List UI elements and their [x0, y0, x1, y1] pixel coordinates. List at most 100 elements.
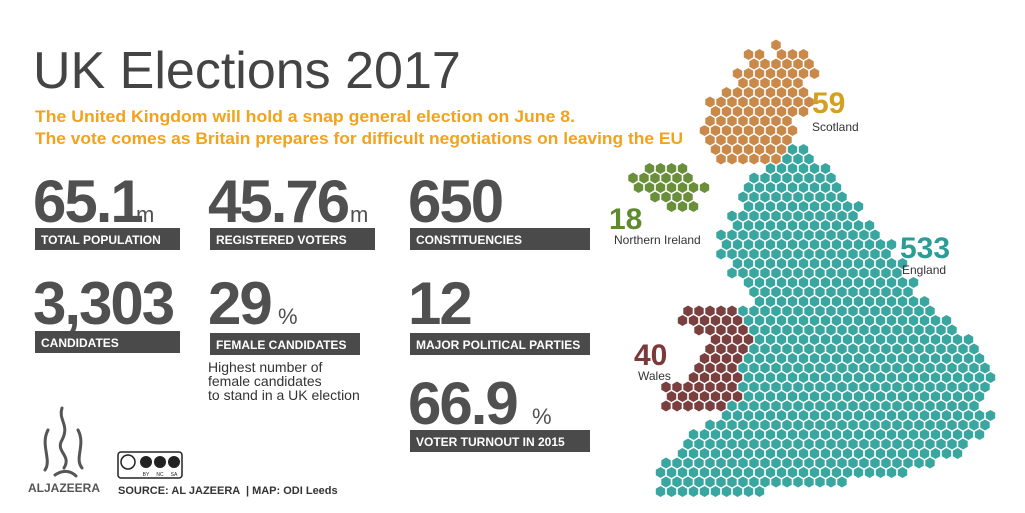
hex	[742, 218, 755, 233]
hex	[748, 133, 760, 147]
hex	[742, 180, 755, 195]
hex	[808, 313, 821, 328]
hex	[742, 351, 755, 366]
hex	[709, 123, 722, 138]
hex	[792, 57, 804, 71]
hex	[726, 209, 738, 223]
hex	[687, 465, 700, 480]
hex	[836, 380, 848, 394]
hex	[781, 190, 793, 204]
hex	[852, 389, 865, 404]
hex	[803, 152, 815, 166]
hex	[808, 389, 821, 404]
hex	[704, 475, 716, 489]
hex	[759, 57, 771, 71]
hex	[836, 228, 848, 242]
hex	[830, 237, 843, 252]
hex	[830, 446, 843, 461]
hex	[781, 380, 793, 394]
hex	[704, 114, 716, 128]
hex	[770, 361, 782, 375]
hex	[797, 294, 810, 309]
hex	[709, 370, 722, 385]
cc-icon	[154, 456, 166, 468]
hex	[715, 399, 727, 413]
hex	[880, 304, 892, 318]
hex	[825, 475, 837, 489]
hex	[748, 475, 760, 489]
hex	[748, 418, 760, 432]
hex	[836, 266, 848, 280]
hex	[786, 427, 799, 442]
hex	[671, 380, 683, 394]
hex	[957, 380, 969, 394]
hex	[852, 199, 865, 214]
hex	[814, 209, 826, 223]
hex	[665, 484, 678, 499]
hex	[924, 323, 936, 337]
hex	[891, 437, 903, 451]
hex	[852, 294, 865, 309]
hex	[698, 370, 711, 385]
hex	[704, 323, 716, 337]
hex	[852, 313, 865, 328]
stat-unit: %	[532, 404, 552, 429]
hex	[764, 332, 777, 347]
hex	[726, 456, 738, 470]
hex	[786, 66, 799, 81]
hex	[753, 294, 766, 309]
hex	[709, 142, 722, 157]
hex	[759, 456, 771, 470]
hex	[709, 465, 722, 480]
hex	[863, 408, 876, 423]
hex	[748, 380, 760, 394]
hex	[863, 465, 876, 480]
hex	[891, 456, 903, 470]
logo	[43, 406, 84, 478]
hex	[863, 370, 876, 385]
hex	[973, 389, 986, 404]
hex	[940, 370, 953, 385]
hex	[847, 437, 859, 451]
hex	[715, 361, 727, 375]
hex	[742, 123, 755, 138]
hex	[792, 456, 804, 470]
hex	[770, 399, 782, 413]
hex	[803, 475, 815, 489]
hex	[770, 38, 782, 52]
stat-value: 650	[408, 168, 502, 235]
stat-unit: m	[350, 202, 368, 227]
hex	[913, 418, 925, 432]
hex	[830, 256, 843, 271]
hex	[825, 171, 837, 185]
hex	[775, 408, 788, 423]
hex	[803, 361, 815, 375]
hex	[841, 427, 854, 442]
region-count: 18	[609, 203, 642, 236]
hex	[830, 351, 843, 366]
hex	[726, 437, 738, 451]
hex	[814, 171, 826, 185]
hex	[654, 465, 667, 480]
hex	[863, 351, 876, 366]
hex	[764, 142, 777, 157]
stat-label: MAJOR POLITICAL PARTIES	[416, 338, 580, 352]
hex	[869, 361, 881, 375]
hex	[814, 418, 826, 432]
stat-value: 29	[208, 270, 271, 337]
hex	[825, 228, 837, 242]
hex	[880, 247, 892, 261]
hex	[792, 304, 804, 318]
hex	[830, 294, 843, 309]
hex	[885, 237, 898, 252]
hex	[704, 418, 716, 432]
hex	[957, 361, 969, 375]
hex	[797, 389, 810, 404]
hex	[649, 190, 661, 204]
hex	[973, 427, 986, 442]
hex	[803, 228, 815, 242]
hex	[968, 399, 980, 413]
hex	[841, 199, 854, 214]
hex	[951, 332, 964, 347]
hex	[715, 323, 727, 337]
